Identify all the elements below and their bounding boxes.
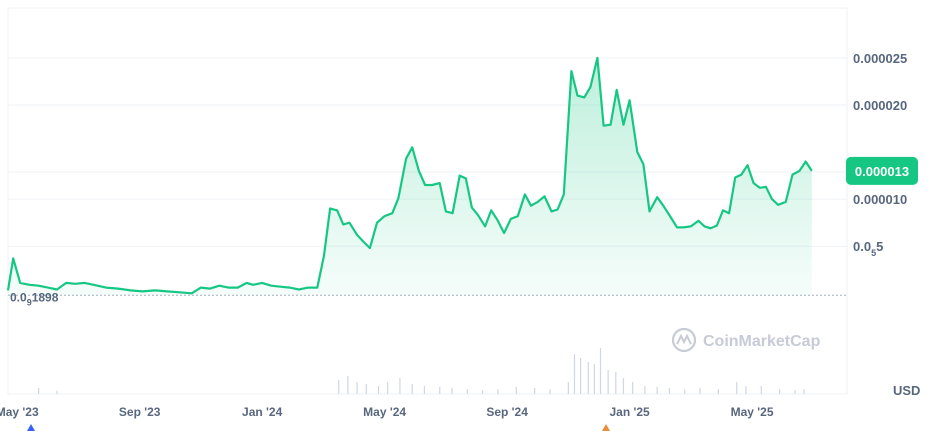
price-area: [8, 57, 812, 296]
volume-bar: [411, 384, 413, 394]
volume-bar: [38, 388, 40, 394]
volume-bar: [356, 382, 358, 394]
x-axis: May '23 Sep '23 Jan '24 May '24 Sep '24 Jan '…: [0, 405, 774, 419]
y-tick-label: 0.000010: [853, 192, 907, 207]
volume-bar: [760, 386, 762, 394]
x-tick-label: Jan '24: [242, 405, 283, 419]
range-start-marker: [27, 424, 35, 431]
currency-label: USD: [893, 383, 920, 398]
edge-markers: [27, 424, 610, 431]
volume-bar: [656, 386, 658, 394]
y-tick-label: 0.000020: [853, 98, 907, 113]
volume-bar: [423, 386, 426, 394]
price-line: [6, 56, 813, 295]
volume-bar: [699, 388, 701, 394]
volume-bar: [599, 348, 602, 394]
volume-bar: [736, 382, 738, 394]
volume-bars: [38, 348, 805, 394]
volume-bar: [607, 370, 609, 394]
current-price-badge: 0.000013: [846, 156, 918, 185]
x-tick-label: May '24: [363, 405, 406, 419]
volume-bar: [515, 386, 517, 394]
volume-bar: [622, 378, 625, 394]
volume-bar: [668, 388, 671, 394]
volume-bar: [745, 386, 747, 394]
event-marker: [602, 424, 610, 431]
volume-bar: [779, 389, 781, 394]
volume-bar: [573, 354, 576, 394]
volume-bar: [717, 389, 719, 394]
volume-bar: [451, 388, 453, 394]
volume-bar: [803, 389, 805, 394]
volume-bar: [347, 376, 349, 394]
volume-bar: [466, 389, 468, 394]
volume-bar: [567, 382, 569, 394]
volume-bar: [644, 386, 646, 394]
y-tick-label: 0.055: [853, 239, 883, 258]
volume-bar: [684, 389, 686, 394]
volume-bar: [794, 390, 796, 394]
volume-bar: [399, 378, 401, 394]
coinmarketcap-logo-icon: [671, 327, 697, 353]
x-tick-label: Jan '25: [609, 405, 650, 419]
volume-bar: [56, 390, 58, 394]
volume-bar: [497, 389, 499, 394]
volume-bar: [580, 358, 582, 394]
volume-bar: [365, 384, 367, 394]
volume-bar: [632, 382, 634, 394]
svg-text:CoinMarketCap: CoinMarketCap: [703, 333, 821, 350]
watermark: CoinMarketCap: [671, 327, 821, 353]
x-tick-label: Sep '24: [486, 405, 528, 419]
volume-bar: [587, 362, 589, 394]
volume-bar: [534, 388, 536, 394]
x-tick-label: May '25: [731, 405, 774, 419]
y-tick-label: 0.000025: [853, 51, 907, 66]
volume-bar: [482, 390, 484, 394]
volume-bar: [338, 380, 340, 394]
svg-text:0.000013: 0.000013: [855, 164, 909, 179]
x-tick-label: May '23: [0, 405, 39, 419]
volume-bar: [439, 386, 441, 394]
x-tick-label: Sep '23: [119, 405, 161, 419]
y-axis: 0.000025 0.000020 0.000010 0.055: [853, 51, 907, 258]
volume-bar: [377, 386, 380, 394]
volume-bar: [615, 372, 617, 394]
volume-bar: [549, 389, 551, 394]
volume-bar: [593, 364, 595, 394]
volume-bar: [387, 382, 389, 394]
